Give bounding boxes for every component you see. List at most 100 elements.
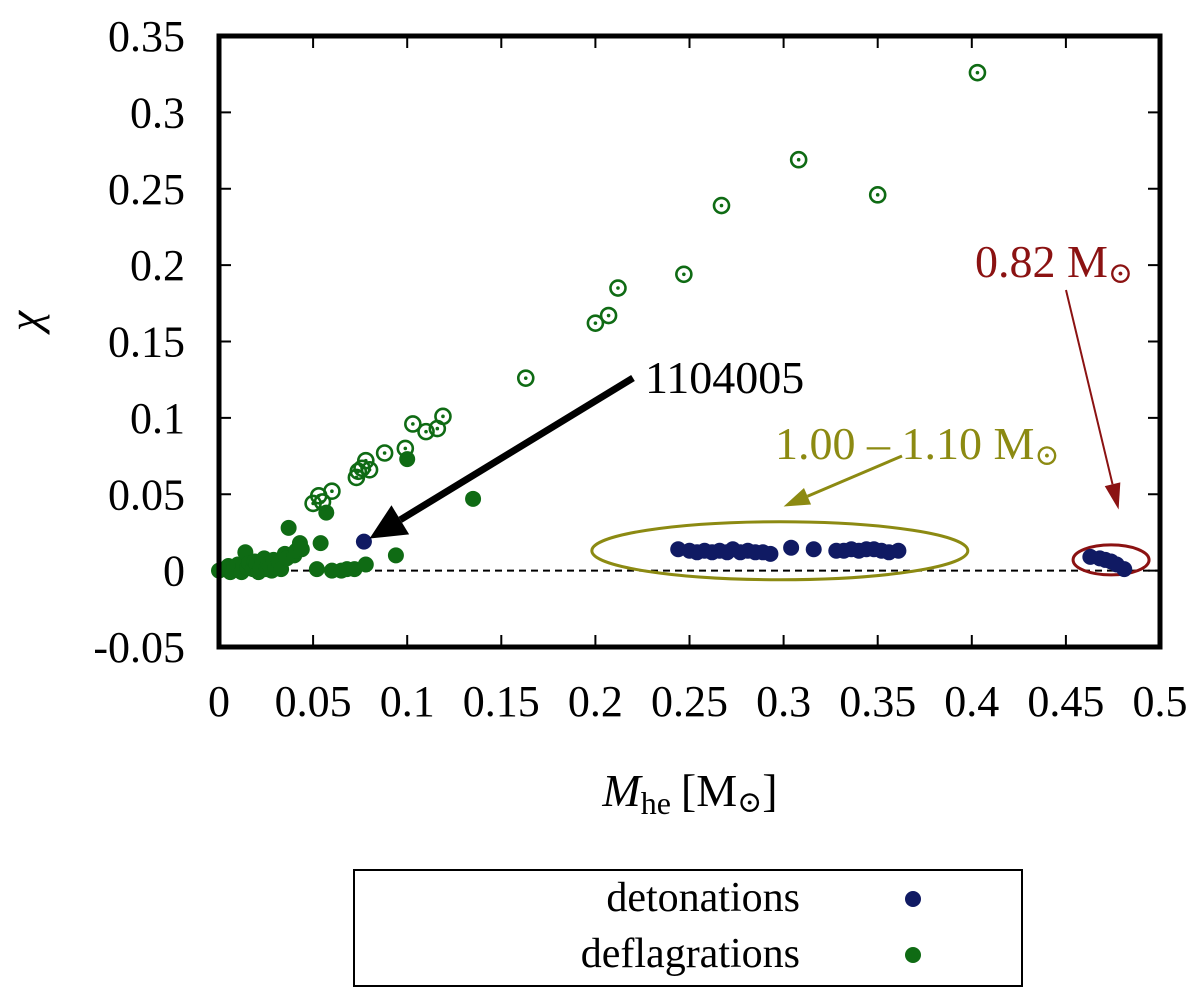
- data-point-ring: [586, 314, 605, 332]
- y-tick-label: 0.25: [108, 165, 185, 214]
- data-point-ring: [609, 279, 627, 297]
- y-tick-label: 0.1: [130, 394, 185, 443]
- legend-marker-deflagrations: [905, 947, 921, 963]
- data-point-open: [313, 493, 332, 511]
- x-tick-label: 0.35: [839, 677, 916, 726]
- data-point: [465, 490, 482, 507]
- data-point-dot: [411, 422, 415, 426]
- data-point-dot: [330, 489, 334, 493]
- arrow-1104005-shaft: [398, 375, 635, 523]
- data-point-ring: [375, 444, 394, 462]
- arrow-range-shaft: [806, 454, 903, 498]
- data-point-dot: [382, 451, 387, 455]
- y-tick-label: 0.2: [130, 241, 185, 290]
- plot-frame: [216, 33, 1163, 650]
- data-point: [293, 541, 310, 558]
- data-point-open: [404, 415, 422, 433]
- x-tick-label: 0: [208, 677, 230, 726]
- arrow-1104005-head: [369, 505, 410, 539]
- data-point-dot: [875, 193, 880, 197]
- data-point-dot: [606, 313, 611, 318]
- annotation-range-sun: ⊙: [1034, 439, 1059, 472]
- data-point-dot: [320, 500, 325, 504]
- data-point-dot: [403, 446, 408, 451]
- y-tick-label: 0.3: [130, 88, 185, 137]
- x-axis-label-sun: ⊙: [737, 786, 762, 819]
- mass-ellipse: [1071, 543, 1151, 577]
- data-point-dot: [441, 414, 445, 419]
- data-point-ring: [968, 63, 987, 82]
- data-point-ring: [360, 461, 379, 479]
- data-point-ring: [323, 482, 341, 500]
- data-points: [211, 63, 1133, 581]
- data-point-open: [599, 306, 618, 325]
- data-point: [387, 547, 404, 564]
- data-point-dot: [593, 321, 598, 325]
- data-point-open: [516, 369, 535, 387]
- highlight-ellipses: [590, 520, 1151, 582]
- x-tick-label: 0.15: [463, 677, 540, 726]
- data-point-ring: [313, 493, 332, 511]
- x-tick-label: 0.1: [380, 677, 435, 726]
- y-tick-label: 0.15: [108, 318, 185, 367]
- annotation-mass-text: 0.82 M: [975, 236, 1108, 287]
- data-point-open: [360, 461, 379, 479]
- data-point-open: [609, 279, 627, 297]
- data-point-dot: [682, 272, 686, 277]
- data-point-dot: [435, 426, 440, 431]
- x-tick-label: 0.3: [756, 677, 811, 726]
- x-tick-label: 0.4: [944, 677, 999, 726]
- arrow-range-head: [783, 487, 812, 507]
- data-point-dot: [424, 429, 428, 434]
- data-point-dot: [367, 468, 372, 472]
- legend-marker-detonations: [905, 891, 921, 907]
- annotation-range-text: 1.00 – 1.10 M: [775, 418, 1034, 469]
- data-point: [355, 533, 372, 550]
- data-point-ring: [599, 306, 618, 325]
- y-tick-label: 0.35: [108, 12, 185, 61]
- data-point-ring: [396, 439, 415, 458]
- data-point: [890, 542, 907, 559]
- annotation-mass-sun: ⊙: [1108, 257, 1133, 290]
- data-point-dot: [616, 286, 620, 290]
- data-point-open: [586, 314, 605, 332]
- data-point-open: [396, 439, 415, 458]
- data-point-open: [375, 444, 394, 462]
- data-point: [308, 561, 325, 578]
- x-tick-labels: 0 0.05 0.1 0.15 0.2 0.25 0.3 0.35 0.4 0.45 0.5: [208, 677, 1188, 726]
- data-point-open: [712, 196, 731, 215]
- arrow-mass-head: [1104, 482, 1121, 510]
- data-point: [1116, 561, 1133, 578]
- y-tick-label: -0.05: [93, 623, 185, 672]
- range-ellipse: [590, 520, 970, 582]
- data-point-ring: [868, 186, 887, 204]
- x-tick-label: 0.25: [651, 677, 728, 726]
- x-tick-label: 0.2: [568, 677, 623, 726]
- data-point-ring: [675, 265, 693, 284]
- data-point-ring: [404, 415, 422, 433]
- y-tick-labels: -0.05 0 0.05 0.1 0.15 0.2 0.25 0.3 0.35: [93, 12, 185, 672]
- y-axis-label: χ: [0, 309, 50, 335]
- data-point-ring: [417, 422, 435, 441]
- data-point-open: [417, 422, 435, 441]
- data-point-open: [434, 407, 452, 426]
- x-axis-label-main: M: [601, 765, 643, 816]
- x-tick-label: 0.05: [275, 677, 352, 726]
- data-point-ring: [434, 407, 452, 426]
- data-point-ring: [516, 369, 535, 387]
- y-tick-label: 0: [163, 547, 185, 596]
- data-point: [783, 539, 800, 556]
- data-point: [312, 535, 329, 552]
- legend: detonations deflagrations: [353, 869, 1023, 987]
- data-point-open: [968, 63, 987, 82]
- annotation-mass: 0.82 M⊙: [975, 236, 1133, 290]
- annotation-range: 1.00 – 1.10 M⊙: [775, 418, 1060, 472]
- y-tick-label: 0.05: [108, 470, 185, 519]
- data-point-open: [789, 150, 808, 169]
- annotation-arrows: [369, 289, 1121, 539]
- data-point: [357, 556, 374, 573]
- data-point: [762, 545, 779, 562]
- legend-label-deflagrations: deflagrations: [581, 931, 800, 977]
- data-point-dot: [356, 469, 361, 474]
- data-point-ring: [712, 196, 731, 215]
